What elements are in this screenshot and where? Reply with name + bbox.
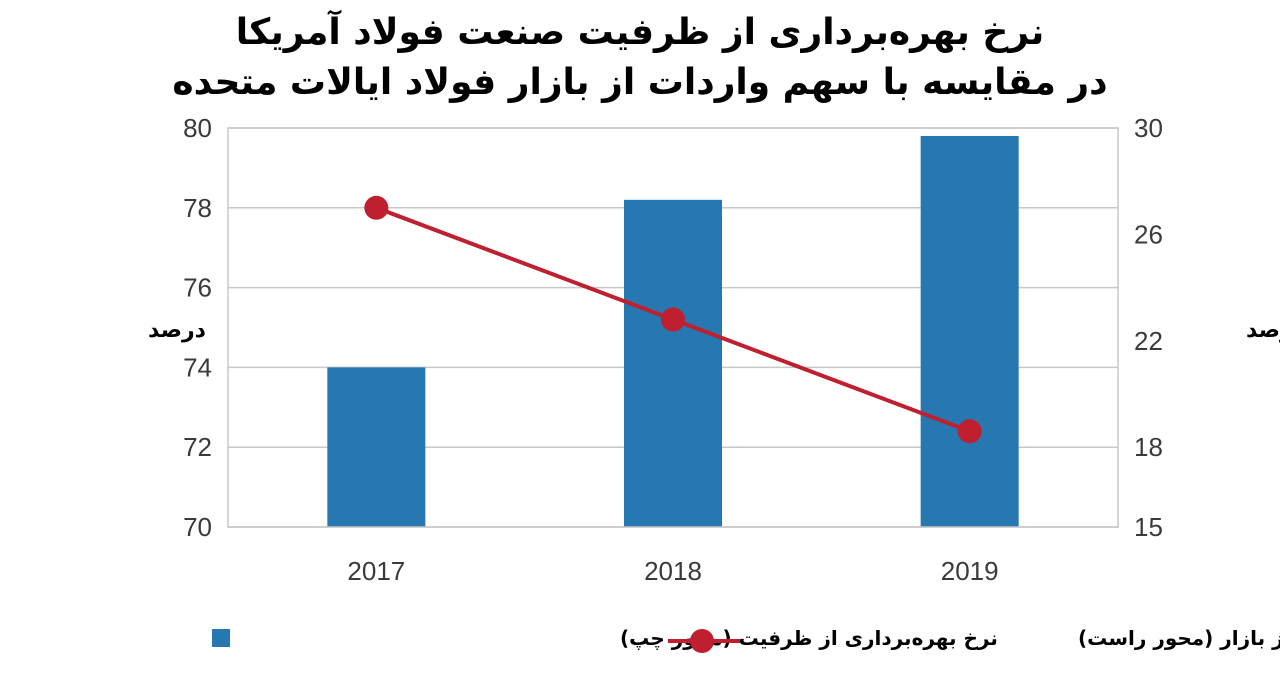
line-point-2018 [661, 307, 685, 332]
legend-label-bar: نرخ بهره‌برداری از ظرفیت (محور چپ) [620, 626, 998, 651]
left-tick-label: 72 [183, 432, 212, 462]
right-tick-label: 22 [1134, 326, 1163, 356]
left-axis-ticks: 80 78 76 74 72 70 [183, 113, 212, 542]
legend: نرخ بهره‌برداری از ظرفیت (محور چپ) سهم و… [212, 626, 1280, 653]
legend-label-line: سهم واردات از بازار (محور راست) [1078, 626, 1280, 650]
right-tick-label: 18 [1134, 432, 1163, 462]
line-series [364, 195, 982, 444]
chart-title-line-2: در مقایسه با سهم واردات از بازار فولاد ا… [172, 62, 1108, 103]
bar-series [327, 135, 1019, 528]
x-tick-label: 2019 [941, 556, 999, 586]
left-tick-label: 76 [183, 273, 212, 303]
left-axis-title: درصد [148, 318, 206, 343]
plot-frame [227, 127, 1119, 528]
legend-swatch-marker [690, 629, 714, 653]
right-tick-label: 30 [1134, 113, 1163, 143]
right-axis-ticks: 30 26 22 18 15 [1134, 113, 1163, 542]
plot-border [227, 127, 1119, 528]
bar-2019 [920, 135, 1019, 528]
x-tick-label: 2018 [644, 556, 702, 586]
chart-title-line-1: نرخ بهره‌برداری از ظرفیت صنعت فولاد آمری… [235, 12, 1045, 53]
legend-swatch-bar [212, 629, 230, 647]
left-tick-label: 70 [183, 512, 212, 542]
left-tick-label: 78 [183, 193, 212, 223]
line-point-2017 [364, 195, 389, 220]
line-point-2019 [957, 419, 982, 444]
right-tick-label: 26 [1134, 219, 1163, 249]
x-axis-ticks: 2017 2018 2019 [347, 556, 998, 586]
bar-2017 [327, 367, 426, 527]
bar-2018 [624, 199, 722, 527]
right-axis-title: درصد [1246, 318, 1280, 343]
right-tick-label: 15 [1134, 512, 1163, 542]
x-tick-label: 2017 [347, 556, 405, 586]
left-tick-label: 74 [183, 352, 212, 382]
left-tick-label: 80 [183, 113, 212, 143]
